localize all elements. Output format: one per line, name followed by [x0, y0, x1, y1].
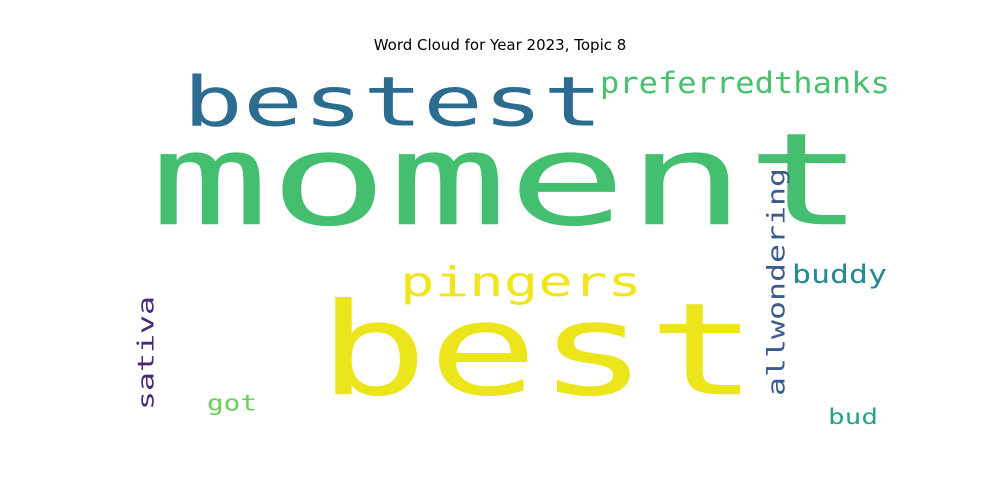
- word-sativa: sativa: [134, 296, 159, 410]
- chart-title: Word Cloud for Year 2023, Topic 8: [373, 36, 627, 54]
- word-preferredthanks: preferredthanks: [600, 67, 890, 100]
- word-pingers: pingers: [400, 258, 642, 306]
- word-bestest: bestest: [183, 63, 603, 142]
- word-best: best: [318, 276, 758, 425]
- word-bud: bud: [828, 404, 878, 429]
- word-got: got: [207, 390, 257, 416]
- word-moment: moment: [150, 106, 865, 255]
- word-allwondering: allwondering: [762, 168, 790, 396]
- word-buddy: buddy: [792, 259, 887, 289]
